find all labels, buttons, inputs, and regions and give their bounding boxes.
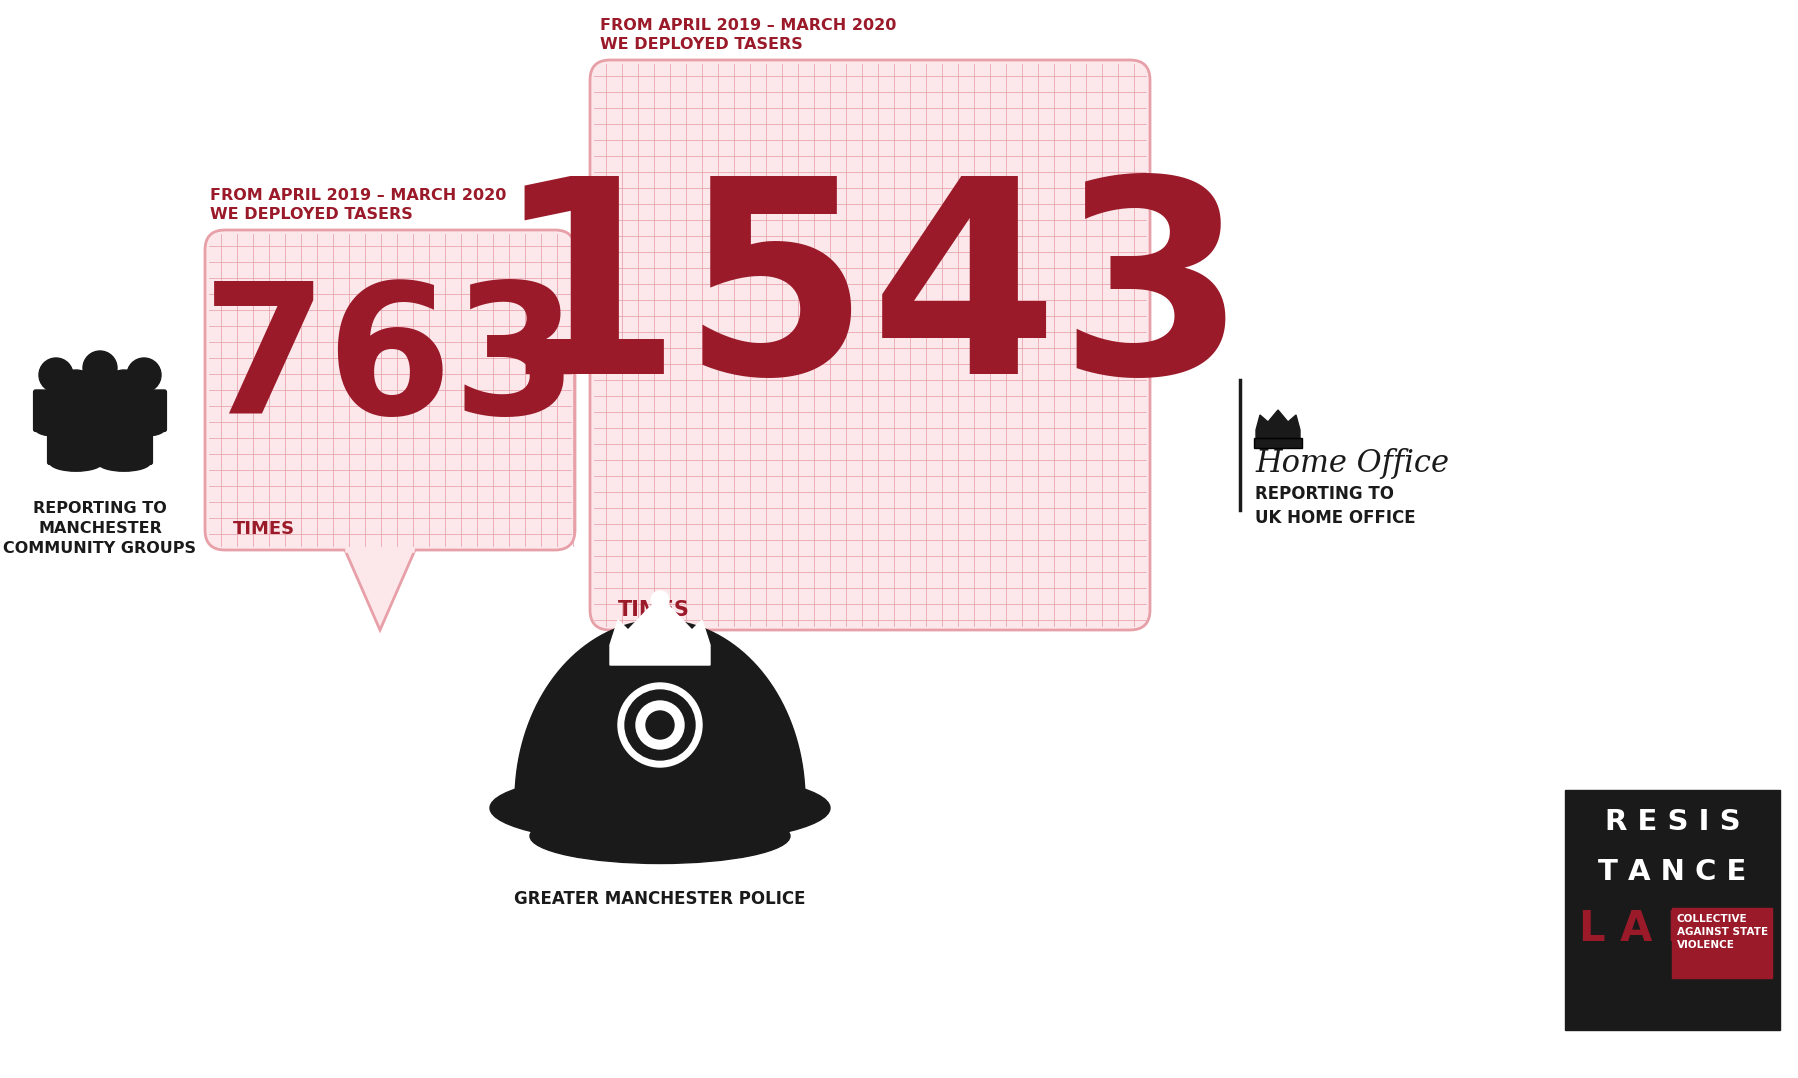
Text: FROM APRIL 2019 – MARCH 2020
WE DEPLOYED TASERS: FROM APRIL 2019 – MARCH 2020 WE DEPLOYED… [601, 18, 895, 52]
FancyBboxPatch shape [205, 230, 575, 550]
Text: TIMES: TIMES [619, 600, 689, 620]
Circle shape [619, 683, 701, 768]
FancyBboxPatch shape [34, 390, 79, 431]
Circle shape [636, 701, 683, 749]
Circle shape [102, 370, 146, 414]
Circle shape [624, 690, 694, 760]
FancyBboxPatch shape [590, 60, 1149, 630]
Circle shape [128, 358, 160, 392]
Polygon shape [624, 630, 694, 680]
Text: COLLECTIVE
AGAINST STATE
VIOLENCE: COLLECTIVE AGAINST STATE VIOLENCE [1676, 914, 1767, 950]
Circle shape [40, 358, 74, 392]
Text: Home Office: Home Office [1255, 448, 1447, 479]
FancyBboxPatch shape [1670, 908, 1771, 978]
Ellipse shape [124, 423, 164, 437]
FancyBboxPatch shape [1253, 438, 1302, 448]
Text: R E S I S: R E S I S [1604, 808, 1739, 837]
Polygon shape [514, 620, 804, 800]
Ellipse shape [489, 772, 829, 844]
FancyBboxPatch shape [77, 383, 122, 425]
Ellipse shape [36, 423, 76, 437]
FancyBboxPatch shape [47, 412, 104, 465]
FancyBboxPatch shape [95, 412, 153, 465]
FancyBboxPatch shape [1564, 790, 1778, 1029]
Text: TIMES: TIMES [234, 520, 295, 538]
Text: FROM APRIL 2019 – MARCH 2020
WE DEPLOYED TASERS: FROM APRIL 2019 – MARCH 2020 WE DEPLOYED… [210, 188, 505, 222]
Text: REPORTING TO
UK HOME OFFICE: REPORTING TO UK HOME OFFICE [1255, 485, 1415, 526]
Circle shape [54, 370, 97, 414]
Ellipse shape [530, 808, 789, 863]
Text: REPORTING TO
MANCHESTER
COMMUNITY GROUPS: REPORTING TO MANCHESTER COMMUNITY GROUPS [4, 501, 196, 555]
FancyBboxPatch shape [122, 390, 165, 431]
Ellipse shape [50, 454, 102, 471]
Text: 1543: 1543 [493, 168, 1246, 430]
Text: T A N C E: T A N C E [1597, 858, 1746, 886]
Circle shape [83, 351, 117, 385]
Text: 763: 763 [201, 276, 579, 453]
Polygon shape [610, 605, 710, 665]
Circle shape [651, 591, 669, 609]
Polygon shape [1255, 410, 1300, 440]
Polygon shape [345, 550, 415, 630]
Ellipse shape [97, 454, 151, 471]
Text: GREATER MANCHESTER POLICE: GREATER MANCHESTER POLICE [514, 890, 806, 908]
Ellipse shape [79, 416, 120, 429]
Text: L A B: L A B [1579, 908, 1697, 950]
Circle shape [645, 711, 674, 740]
